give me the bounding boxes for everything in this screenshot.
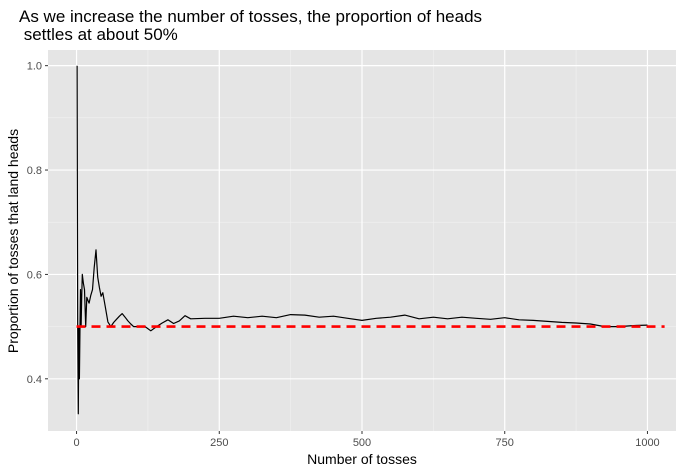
- x-axis-title: Number of tosses: [307, 451, 417, 467]
- major-gridlines: [48, 50, 676, 431]
- y-tick-label: 1.0: [27, 61, 42, 73]
- axis-ticks: 0 250 500 750 1000 0.4 0.6 0.8 1.0: [27, 61, 660, 449]
- y-tick-label: 0.4: [27, 374, 42, 386]
- chart-title-line-1: As we increase the number of tosses, the…: [19, 7, 482, 26]
- y-axis-title: Proportion of tosses that land heads: [5, 129, 21, 353]
- x-tick-label: 500: [353, 437, 371, 449]
- chart-title-line-2: settles at about 50%: [19, 25, 178, 44]
- y-tick-label: 0.8: [27, 165, 42, 177]
- x-tick-label: 750: [496, 437, 514, 449]
- x-tick-label: 250: [210, 437, 228, 449]
- x-tick-label: 0: [73, 437, 79, 449]
- series-layer: [76, 65, 665, 415]
- x-tick-label: 1000: [635, 437, 659, 449]
- y-tick-label: 0.6: [27, 269, 42, 281]
